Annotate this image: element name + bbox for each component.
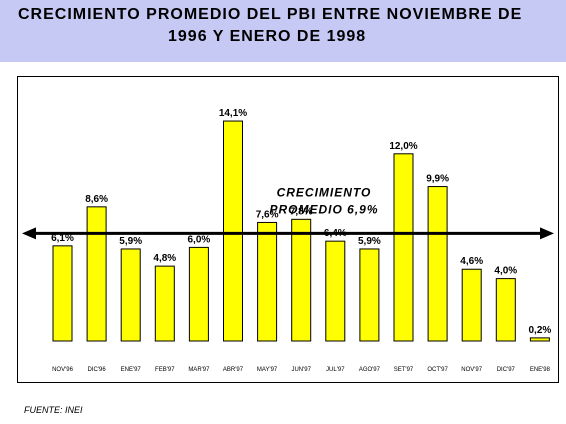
bar-12 [427, 186, 448, 342]
value-labels-group: 6,1% 8,6% 5,9% 4,8% 6,0% 14,1% 7,6% 7,8% 6,4% 5,9… [51, 108, 551, 336]
bar-chart: CRECIMIENTO PROMEDIO 6,9% 6,1% 8,6% 5,9% 4,… [22, 108, 554, 373]
data-label-6: 14,1% [219, 108, 247, 119]
x-tick-label-10: AGO'97 [359, 367, 381, 373]
x-tick-label-7: MAY'97 [257, 367, 278, 373]
source-note: FUENTE: INEI [24, 405, 83, 415]
chart-frame: CRECIMIENTO PROMEDIO 6,9% 6,1% 8,6% 5,9% 4,… [17, 76, 559, 383]
bar-14 [495, 278, 516, 342]
x-tick-label-15: ENE'98 [530, 367, 551, 373]
chart-title-line-1: CRECIMIENTO PROMEDIO DEL PBI ENTRE NOVIE… [18, 6, 523, 23]
x-tick-label-6: ABR'97 [223, 367, 244, 373]
data-label-3: 5,9% [119, 236, 142, 247]
average-arrow-right [540, 227, 554, 240]
bar-7 [257, 221, 278, 342]
data-label-14: 4,0% [494, 266, 517, 277]
bar-3 [120, 248, 141, 342]
data-label-15: 0,2% [529, 325, 552, 336]
x-tick-label-12: OCT'97 [427, 367, 448, 373]
bar-8 [291, 218, 312, 342]
data-label-8: 7,8% [290, 206, 313, 217]
data-label-10: 5,9% [358, 236, 381, 247]
title-band [0, 0, 566, 62]
x-tick-label-5: MAR'97 [188, 367, 210, 373]
x-tick-label-11: SET'97 [394, 367, 414, 373]
data-label-12: 9,9% [426, 174, 449, 185]
bar-4 [154, 265, 175, 342]
data-label-7: 7,6% [256, 209, 279, 220]
bar-10 [359, 248, 380, 342]
x-tick-label-1: NOV'96 [52, 367, 73, 373]
x-tick-label-9: JUL'97 [326, 367, 345, 373]
data-label-9: 6,4% [324, 228, 347, 239]
bar-15 [529, 337, 550, 342]
data-label-1: 6,1% [51, 233, 74, 244]
x-tick-label-14: DIC'97 [497, 367, 516, 373]
average-label-line-1: CRECIMIENTO [277, 185, 372, 199]
x-tick-labels-group: NOV'96 DIC'96 ENE'97 FEB'97 MAR'97 ABR'97 MAY'… [52, 367, 551, 373]
average-arrow-left [22, 227, 36, 240]
chart-title-line-2: 1996 Y ENERO DE 1998 [168, 28, 367, 45]
data-label-2: 8,6% [85, 194, 108, 205]
data-label-13: 4,6% [460, 256, 483, 267]
bar-1 [52, 245, 73, 342]
bar-2 [86, 206, 107, 342]
x-tick-label-8: JUN'97 [291, 367, 311, 373]
bar-9 [325, 240, 346, 342]
average-line-group: CRECIMIENTO PROMEDIO 6,9% [22, 185, 554, 240]
bar-6 [223, 120, 243, 342]
data-label-4: 4,8% [153, 253, 176, 264]
average-label-line-2: PROMEDIO 6,9% [269, 202, 378, 216]
x-tick-label-2: DIC'96 [88, 367, 107, 373]
bar-13 [461, 268, 482, 342]
bars-group [52, 120, 550, 342]
data-label-11: 12,0% [389, 141, 417, 152]
x-tick-label-13: NOV'97 [461, 367, 482, 373]
x-tick-label-4: FEB'97 [155, 367, 175, 373]
data-label-5: 6,0% [188, 234, 211, 245]
x-tick-label-3: ENE'97 [121, 367, 142, 373]
bar-11 [393, 153, 414, 342]
bar-5 [188, 246, 209, 342]
